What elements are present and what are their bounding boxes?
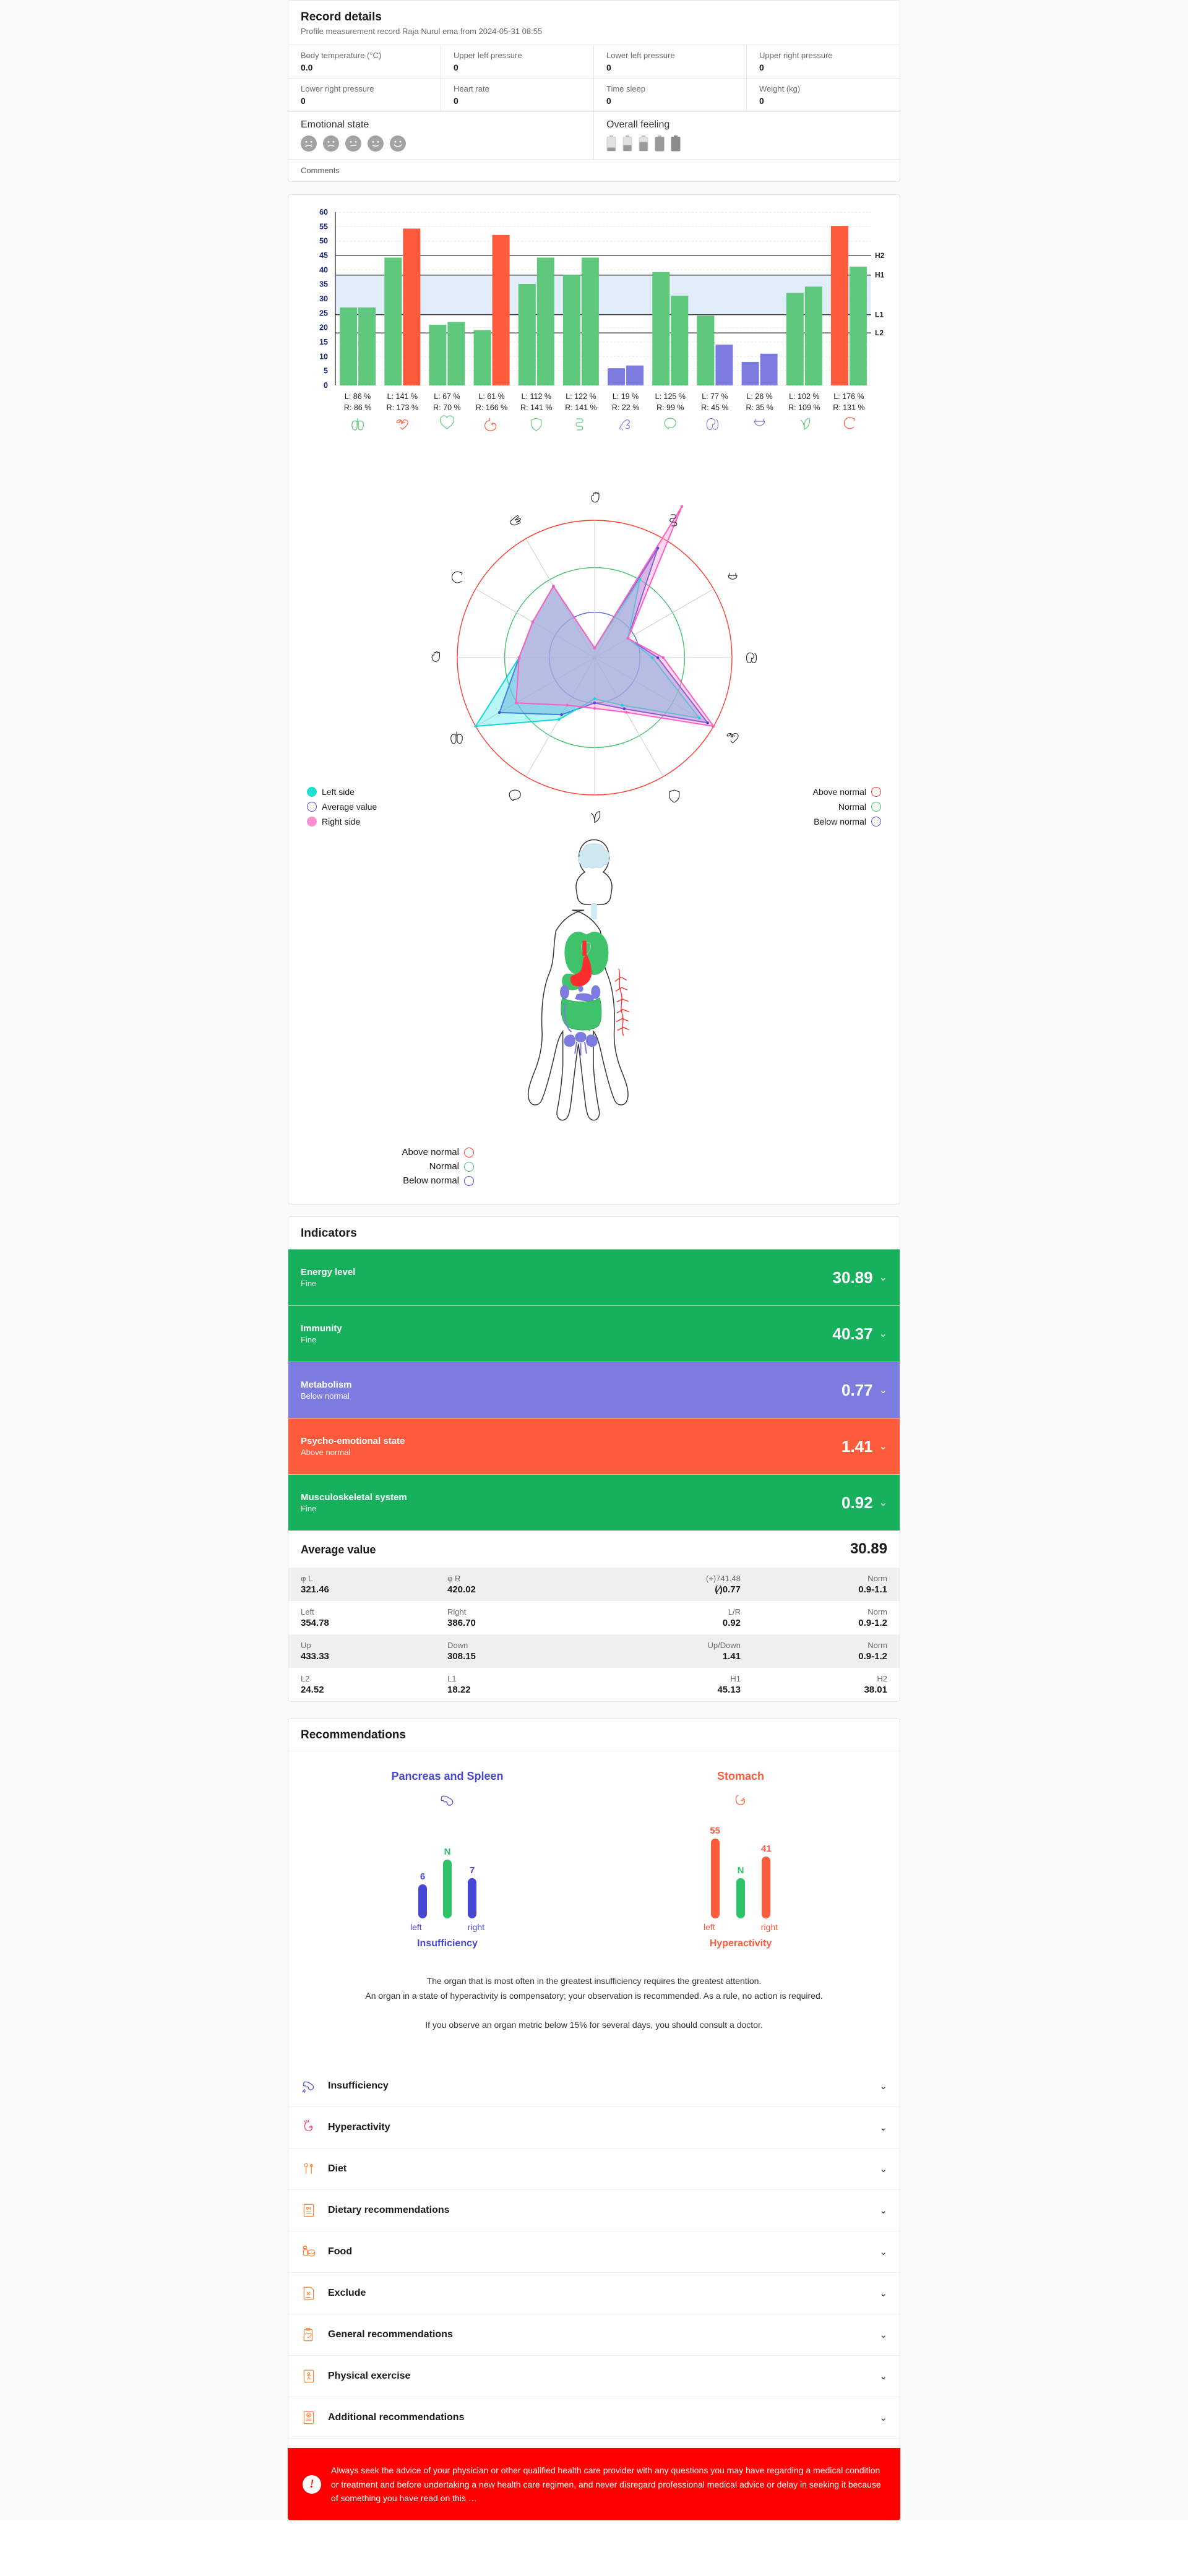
svg-text:5: 5	[324, 367, 328, 376]
svg-text:R: 35 %: R: 35 %	[746, 403, 773, 412]
svg-text:20: 20	[319, 324, 328, 332]
svg-text:L: 67 %: L: 67 %	[434, 392, 460, 401]
svg-text:L: 141 %: L: 141 %	[387, 392, 418, 401]
svg-text:R: 173 %: R: 173 %	[387, 403, 418, 412]
svg-text:L: 61 %: L: 61 %	[478, 392, 504, 401]
svg-text:L: 86 %: L: 86 %	[345, 392, 371, 401]
svg-text:40: 40	[319, 265, 328, 274]
svg-text:45: 45	[319, 251, 328, 260]
svg-text:L: 102 %: L: 102 %	[789, 392, 819, 401]
svg-text:R: 166 %: R: 166 %	[476, 403, 507, 412]
svg-text:R: 70 %: R: 70 %	[433, 403, 460, 412]
svg-text:H1: H1	[875, 271, 885, 280]
svg-text:R: 22 %: R: 22 %	[612, 403, 639, 412]
svg-text:R: 99 %: R: 99 %	[656, 403, 684, 412]
svg-text:30: 30	[319, 294, 328, 303]
svg-text:L2: L2	[875, 328, 884, 337]
svg-text:L: 77 %: L: 77 %	[702, 392, 728, 401]
svg-text:35: 35	[319, 280, 328, 289]
svg-text:R: 109 %: R: 109 %	[788, 403, 820, 412]
svg-text:L: 125 %: L: 125 %	[655, 392, 686, 401]
svg-text:L: 176 %: L: 176 %	[833, 392, 864, 401]
svg-text:50: 50	[319, 237, 328, 246]
svg-text:15: 15	[319, 338, 328, 346]
svg-text:60: 60	[319, 208, 328, 217]
svg-text:L: 112 %: L: 112 %	[522, 392, 551, 401]
svg-text:55: 55	[319, 222, 328, 231]
svg-text:L: 122 %: L: 122 %	[566, 392, 596, 401]
svg-text:25: 25	[319, 309, 328, 317]
svg-text:R: 141 %: R: 141 %	[520, 403, 552, 412]
svg-text:0: 0	[324, 381, 328, 390]
svg-text:L1: L1	[875, 311, 884, 319]
svg-text:L: 26 %: L: 26 %	[746, 392, 772, 401]
svg-text:10: 10	[319, 352, 328, 361]
svg-text:R: 141 %: R: 141 %	[565, 403, 596, 412]
svg-text:R: 86 %: R: 86 %	[344, 403, 371, 412]
svg-text:R: 131 %: R: 131 %	[833, 403, 864, 412]
svg-text:R: 45 %: R: 45 %	[701, 403, 728, 412]
svg-text:H2: H2	[875, 251, 885, 260]
svg-text:L: 19 %: L: 19 %	[613, 392, 639, 401]
